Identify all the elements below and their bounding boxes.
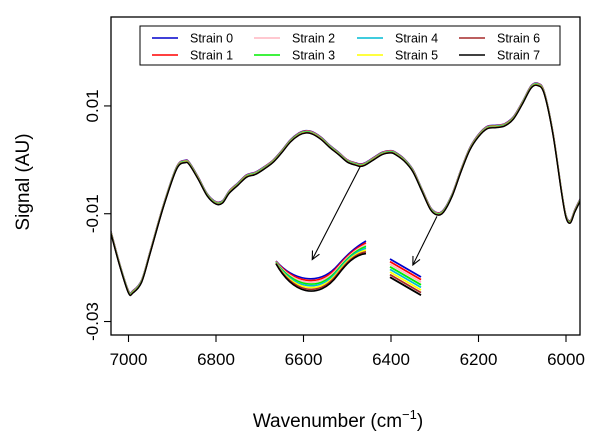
inset-curve-strain-5 — [275, 249, 367, 289]
legend-label: Strain 5 — [395, 49, 438, 63]
legend-label: Strain 1 — [190, 49, 233, 63]
inset-curve-strain-7 — [275, 252, 367, 292]
y-tick-label: -0.03 — [83, 302, 102, 341]
legend-item: Strain 3 — [254, 49, 335, 63]
inset-segment-strain-3 — [389, 266, 422, 286]
plot-frame — [110, 16, 581, 336]
x-axis: 7000 6800 6600 6400 6200 6000 — [110, 335, 585, 369]
legend: Strain 0 Strain 1 Strain 2 Strain 3 Strain 4… — [139, 25, 561, 66]
inset-curve-strain-1 — [275, 242, 367, 282]
x-tick-label: 6400 — [372, 350, 410, 369]
series-line-strain-7 — [111, 84, 580, 297]
y-tick-label: 0.01 — [83, 89, 102, 122]
zoom-arrow-1 — [311, 166, 361, 261]
legend-item: Strain 1 — [152, 49, 233, 63]
zoom-arrows — [311, 166, 438, 267]
y-tick-label: -0.01 — [83, 194, 102, 233]
legend-label: Strain 0 — [190, 32, 233, 46]
legend-item: Strain 2 — [254, 32, 335, 46]
inset-curve-strain-4 — [275, 247, 367, 287]
x-tick-label: 6200 — [460, 350, 498, 369]
legend-label: Strain 2 — [292, 32, 335, 46]
legend-label: Strain 3 — [292, 49, 335, 63]
y-axis-title: Signal (AU) — [13, 133, 34, 230]
spectrum-curves — [111, 82, 580, 297]
legend-item: Strain 7 — [459, 49, 540, 63]
inset-segment-strain-6 — [389, 273, 422, 294]
legend-label: Strain 7 — [497, 49, 540, 63]
inset-segment-strain-0 — [389, 258, 422, 278]
inset-curve-strain-0 — [275, 240, 367, 280]
legend-label: Strain 6 — [497, 32, 540, 46]
x-tick-label: 6600 — [285, 350, 323, 369]
inset-segment-strain-5 — [389, 271, 422, 291]
legend-label: Strain 4 — [395, 32, 438, 46]
legend-item: Strain 6 — [459, 32, 540, 46]
x-tick-label: 6000 — [547, 350, 585, 369]
zoom-arrow-2 — [412, 216, 438, 267]
inset-segment-strain-2 — [389, 263, 422, 283]
inset-segment-strain-7 — [389, 276, 422, 296]
legend-item: Strain 0 — [152, 32, 233, 46]
legend-item: Strain 5 — [357, 49, 438, 63]
inset-curve-strain-3 — [275, 245, 367, 285]
x-tick-label: 7000 — [110, 350, 148, 369]
x-tick-label: 6800 — [197, 350, 235, 369]
inset-segment-strain-1 — [389, 260, 422, 281]
y-axis: -0.03 -0.01 0.01 — [83, 89, 111, 341]
inset-segment-strain-4 — [389, 268, 422, 289]
legend-box — [139, 25, 561, 66]
legend-item: Strain 4 — [357, 32, 438, 46]
inset-curve-strain-2 — [275, 243, 367, 284]
inset-curve-strain-6 — [275, 251, 367, 291]
x-axis-title: Wavenumber (cm−1) — [253, 407, 423, 432]
zoom-insets — [275, 240, 422, 296]
